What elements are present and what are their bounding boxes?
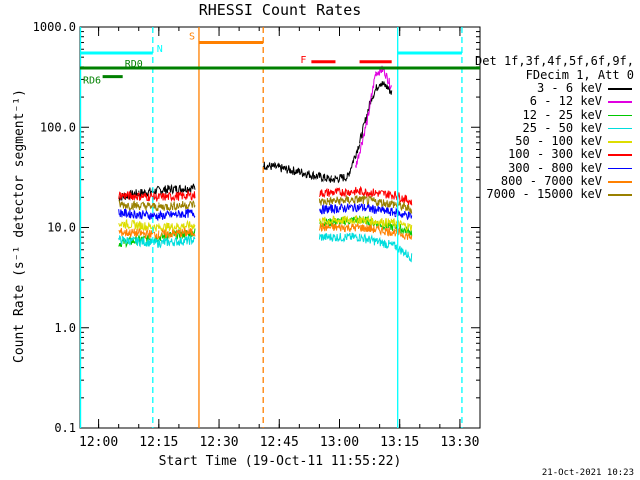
x-tick-label: 13:15 [380,435,419,450]
y-tick-label: 1.0 [54,321,76,335]
legend-entry-label: 300 - 800 keV [508,160,602,175]
legend-header-line-1: Det 1f,3f,4f,5f,6f,9f, [475,54,634,68]
legend: Det 1f,3f,4f,5f,6f,9f, FDecim 1, Att 0 3… [470,54,634,202]
legend-swatch [608,101,632,103]
series-line-3 [118,232,413,263]
legend-swatch [608,114,632,117]
legend-entry: 100 - 300 keV [470,148,634,161]
legend-entry: 300 - 800 keV [470,160,634,175]
legend-entry-label: 800 - 7000 keV [500,174,602,189]
legend-entry: 12 - 25 keV [470,107,634,122]
chart-title: RHESSI Count Rates [198,1,362,19]
series-line-8 [118,194,413,214]
y-tick-label: 0.1 [54,421,76,435]
x-axis-label: Start Time (19-Oct-11 11:55:22) [158,454,402,469]
legend-entry-label: 100 - 300 keV [508,147,602,162]
legend-entry-label: 50 - 100 keV [515,134,602,149]
y-tick-label: 10.0 [47,221,76,235]
x-tick-label: 12:45 [260,435,299,450]
series-line-6 [118,202,413,222]
legend-header-line-2: FDecim 1, Att 0 [525,68,634,82]
legend-entry-label: 12 - 25 keV [522,107,602,122]
legend-swatch [608,88,632,90]
legend-swatch [608,194,632,196]
series-line-0 [118,81,393,203]
annotation-label-s: S [189,32,195,43]
series-line-5 [118,185,413,206]
legend-entry: 3 - 6 keV [470,81,634,95]
legend-entry-label: 6 - 12 keV [529,94,602,109]
legend-entry: 800 - 7000 keV [470,174,634,189]
y-tick-label: 100.0 [40,120,76,134]
annotation-label-f: F [300,55,306,66]
annotation-label-n: N [157,44,163,55]
legend-entry: 50 - 100 keV [470,134,634,149]
annotation-label-rd6: RD6 [83,76,101,87]
legend-entry-label: 7000 - 15000 keV [486,187,602,202]
y-axis-label: Count Rate (s⁻¹ detector segment⁻¹) [12,89,27,363]
series-line-4 [118,215,413,233]
legend-entry: 7000 - 15000 keV [470,188,634,201]
footer-timestamp: 21-Oct-2021 10:23 [541,468,634,478]
legend-entry-label: 25 - 50 keV [522,120,602,135]
legend-swatch [608,154,632,156]
x-tick-label: 12:15 [139,435,178,450]
legend-swatch [608,127,632,130]
legend-entry: 25 - 50 keV [470,120,634,135]
legend-entry-label: 3 - 6 keV [536,81,602,95]
x-tick-label: 13:30 [440,435,479,450]
legend-swatch [608,181,632,183]
x-tick-label: 13:00 [320,435,359,450]
legend-entries: 3 - 6 keV 6 - 12 keV 12 - 25 keV 25 - 50 ke… [470,81,634,202]
series-line-1 [355,65,393,168]
y-tick-label: 1000.0 [33,20,76,34]
x-tick-label: 12:00 [79,435,118,450]
legend-swatch [608,167,632,170]
annotation-label-rd0: RD0 [125,59,143,70]
legend-entry: 6 - 12 keV [470,94,634,109]
x-tick-label: 12:30 [199,435,238,450]
series-line-7 [118,222,413,240]
legend-swatch [608,141,632,143]
